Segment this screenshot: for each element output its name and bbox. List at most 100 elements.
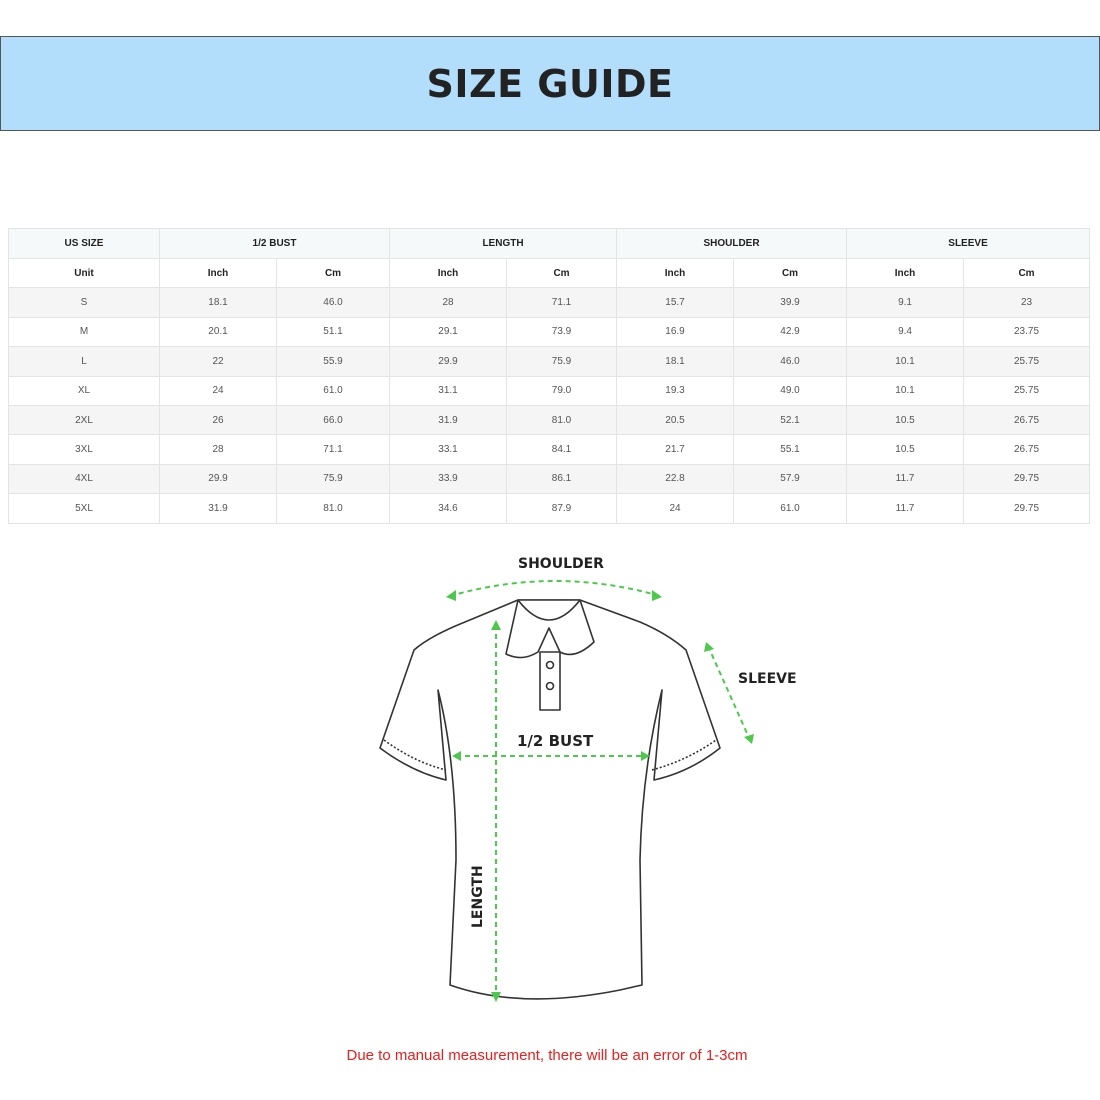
table-cell: 31.1 (389, 375, 507, 406)
group-header-row: US SIZE 1/2 BUST LENGTH SHOULDER SLEEVE (8, 228, 1091, 259)
table-cell: 5XL (8, 493, 160, 524)
table-cell: 79.0 (505, 375, 618, 406)
sleeve-label: SLEEVE (738, 671, 797, 687)
table-cell: 57.9 (733, 463, 848, 495)
table-cell: 46.0 (276, 287, 390, 318)
table-cell: 31.9 (389, 404, 507, 436)
group-header: SHOULDER (616, 228, 848, 259)
table-cell: 11.7 (846, 463, 965, 495)
table-cell: 28 (159, 434, 277, 465)
table-cell: 61.0 (276, 375, 390, 406)
unit-header: Cm (963, 257, 1091, 289)
table-cell: 9.1 (846, 287, 965, 318)
size-table: US SIZE 1/2 BUST LENGTH SHOULDER SLEEVE Unit I… (8, 228, 1091, 524)
table-cell: 51.1 (276, 316, 390, 348)
table-cell: 52.1 (733, 404, 848, 436)
unit-header: Cm (276, 257, 390, 289)
table-cell: 25.75 (963, 375, 1091, 406)
table-cell: 21.7 (616, 434, 735, 465)
table-cell: 84.1 (505, 434, 618, 465)
table-cell: 20.5 (616, 404, 735, 436)
table-cell: 31.9 (159, 493, 277, 524)
table-cell: 71.1 (276, 434, 390, 465)
table-cell: 20.1 (159, 316, 277, 348)
table-cell: 29.75 (963, 493, 1091, 524)
table-row: S 18.1 46.0 28 71.1 15.7 39.9 9.1 23 (8, 287, 1091, 318)
table-cell: XL (8, 375, 160, 406)
table-cell: 33.9 (389, 463, 507, 495)
table-cell: 22 (159, 346, 277, 377)
page-title: SIZE GUIDE (426, 61, 674, 106)
table-cell: 46.0 (733, 346, 848, 377)
table-cell: 55.9 (276, 346, 390, 377)
table-cell: 55.1 (733, 434, 848, 465)
table-cell: 23 (963, 287, 1091, 318)
group-header: 1/2 BUST (159, 228, 390, 259)
table-cell: 34.6 (389, 493, 507, 524)
table-cell: 86.1 (505, 463, 618, 495)
table-cell: 18.1 (616, 346, 735, 377)
table-cell: M (8, 316, 160, 348)
table-cell: 19.3 (616, 375, 735, 406)
table-cell: 49.0 (733, 375, 848, 406)
table-cell: 18.1 (159, 287, 277, 318)
unit-header: Inch (846, 257, 965, 289)
table-cell: 81.0 (505, 404, 618, 436)
table-cell: 75.9 (505, 346, 618, 377)
bust-label: 1/2 BUST (517, 732, 594, 750)
table-cell: 9.4 (846, 316, 965, 348)
length-label: LENGTH (470, 865, 486, 928)
group-header: US SIZE (8, 228, 160, 259)
shoulder-label: SHOULDER (518, 556, 604, 572)
table-cell: 15.7 (616, 287, 735, 318)
table-cell: 73.9 (505, 316, 618, 348)
table-cell: 10.5 (846, 434, 965, 465)
table-cell: 16.9 (616, 316, 735, 348)
table-cell: 2XL (8, 404, 160, 436)
table-cell: 75.9 (276, 463, 390, 495)
unit-header-row: Unit Inch Cm Inch Cm Inch Cm Inch Cm (8, 257, 1091, 289)
table-row: L 22 55.9 29.9 75.9 18.1 46.0 10.1 25.75 (8, 346, 1091, 377)
table-cell: 10.1 (846, 346, 965, 377)
table-cell: S (8, 287, 160, 318)
group-header: SLEEVE (846, 228, 1091, 259)
table-cell: 81.0 (276, 493, 390, 524)
polo-shirt-illustration (379, 580, 754, 1002)
table-cell: 29.9 (159, 463, 277, 495)
table-cell: 61.0 (733, 493, 848, 524)
unit-label: Unit (8, 257, 160, 289)
title-banner: SIZE GUIDE (0, 36, 1100, 131)
table-cell: 22.8 (616, 463, 735, 495)
table-cell: 11.7 (846, 493, 965, 524)
table-cell: 10.5 (846, 404, 965, 436)
table-cell: 66.0 (276, 404, 390, 436)
table-row: 3XL 28 71.1 33.1 84.1 21.7 55.1 10.5 26.75 (8, 434, 1091, 465)
table-cell: 39.9 (733, 287, 848, 318)
table-row: 2XL 26 66.0 31.9 81.0 20.5 52.1 10.5 26.75 (8, 404, 1091, 436)
table-cell: 26.75 (963, 434, 1091, 465)
table-row: XL 24 61.0 31.1 79.0 19.3 49.0 10.1 25.75 (8, 375, 1091, 406)
table-cell: 25.75 (963, 346, 1091, 377)
table-cell: L (8, 346, 160, 377)
table-cell: 24 (159, 375, 277, 406)
table-cell: 24 (616, 493, 735, 524)
unit-header: Cm (733, 257, 848, 289)
table-cell: 29.75 (963, 463, 1091, 495)
table-cell: 10.1 (846, 375, 965, 406)
table-cell: 42.9 (733, 316, 848, 348)
table-cell: 87.9 (505, 493, 618, 524)
table-row: 4XL 29.9 75.9 33.9 86.1 22.8 57.9 11.7 29.75 (8, 463, 1091, 495)
unit-header: Inch (159, 257, 277, 289)
measurement-note: Due to manual measurement, there will be… (346, 1047, 748, 1064)
table-cell: 29.9 (389, 346, 507, 377)
table-cell: 23.75 (963, 316, 1091, 348)
table-cell: 29.1 (389, 316, 507, 348)
unit-header: Inch (389, 257, 507, 289)
table-cell: 26.75 (963, 404, 1091, 436)
unit-header: Cm (505, 257, 618, 289)
unit-header: Inch (616, 257, 735, 289)
polo-shirt-diagram: SHOULDER SLEEVE 1/2 BUST LENGTH (0, 540, 1100, 1020)
table-row: 5XL 31.9 81.0 34.6 87.9 24 61.0 11.7 29.75 (8, 493, 1091, 524)
table-cell: 71.1 (505, 287, 618, 318)
table-cell: 33.1 (389, 434, 507, 465)
